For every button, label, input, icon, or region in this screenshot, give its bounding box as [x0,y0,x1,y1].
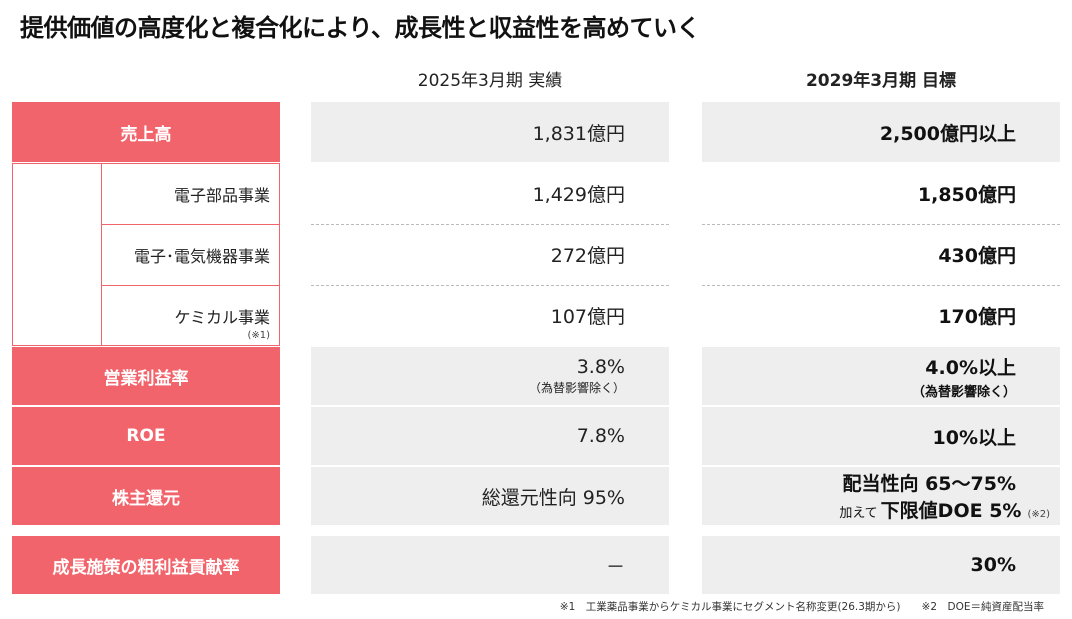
separator [311,224,669,225]
label-chemical: ケミカル事業 (※1) [101,285,280,345]
roe-target-text: 10%以上 [932,426,1016,449]
shareholder-return-actual-text: 総還元性向 95% [481,486,625,509]
value-operating-margin-actual: 3.8% （為替影響除く） [311,347,669,405]
segment-bracket [12,163,280,346]
growth-margin-actual-text: － [605,555,625,578]
growth-margin-target-text: 30% [970,554,1016,576]
shareholder-return-target-prefix: 加えて [839,506,878,521]
separator [702,224,1060,225]
chemical-actual-text: 107億円 [550,306,625,328]
chemical-note: (※1) [247,330,270,341]
electrical-equipment-actual-text: 272億円 [550,245,625,267]
value-roe-actual: 7.8% [311,407,669,465]
shareholder-return-target-mark: (※2) [1027,509,1050,520]
value-roe-target: 10%以上 [702,407,1060,465]
value-sales-actual: 1,831億円 [311,102,669,162]
shareholder-return-target-line1: 配当性向 65～75% [842,473,1016,495]
chemical-target-text: 170億円 [938,306,1016,328]
value-shareholder-return-target: 配当性向 65～75% 加えて 下限値DOE 5% (※2) [702,467,1060,525]
value-chemical-actual: 107億円 [311,285,669,346]
chemical-label-text: ケミカル事業 [174,307,270,327]
electrical-equipment-label-text: 電子･電気機器事業 [133,247,270,266]
label-growth-margin: 成長施策の粗利益貢献率 [12,536,280,594]
roe-actual-text: 7.8% [576,425,625,447]
operating-margin-target-note: （為替影響除く） [911,384,1016,400]
label-operating-margin: 営業利益率 [12,347,280,405]
sales-actual-text: 1,831億円 [532,122,625,145]
separator [702,285,1060,286]
value-electronic-parts-target: 1,850億円 [702,163,1060,224]
label-shareholder-return: 株主還元 [12,467,280,525]
label-electrical-equipment: 電子･電気機器事業 [101,224,280,285]
value-sales-target: 2,500億円以上 [702,102,1060,162]
sales-target-text: 2,500億円以上 [879,122,1016,145]
value-electronic-parts-actual: 1,429億円 [311,163,669,224]
value-operating-margin-target: 4.0%以上 （為替影響除く） [702,347,1060,405]
label-sales: 売上高 [12,102,280,162]
electronic-parts-label-text: 電子部品事業 [173,186,270,205]
label-roe: ROE [12,407,280,465]
footnotes: ※1 工業薬品事業からケミカル事業にセグメント名称変更(26.3期から) ※2 … [559,601,1044,613]
value-electrical-equipment-actual: 272億円 [311,224,669,285]
value-growth-margin-actual: － [311,536,669,594]
column-header-target: 2029年3月期 目標 [805,71,957,91]
electronic-parts-actual-text: 1,429億円 [532,184,625,206]
value-shareholder-return-actual: 総還元性向 95% [311,467,669,525]
shareholder-return-target-line2: 加えて 下限値DOE 5% (※2) [839,496,1050,523]
value-growth-margin-target: 30% [702,536,1060,594]
electrical-equipment-target-text: 430億円 [938,245,1016,267]
label-electronic-parts: 電子部品事業 [101,164,280,224]
value-chemical-target: 170億円 [702,285,1060,346]
operating-margin-target-text: 4.0%以上 [925,356,1016,379]
shareholder-return-target-doe: 下限値DOE 5% [880,500,1022,522]
electronic-parts-target-text: 1,850億円 [917,184,1016,206]
operating-margin-actual-text: 3.8% [576,356,625,378]
separator [311,285,669,286]
page-title: 提供価値の高度化と複合化により、成長性と収益性を高めていく [20,14,701,42]
column-header-actual: 2025年3月期 実績 [417,71,563,91]
operating-margin-actual-note: （為替影響除く） [528,381,625,395]
value-electrical-equipment-target: 430億円 [702,224,1060,285]
